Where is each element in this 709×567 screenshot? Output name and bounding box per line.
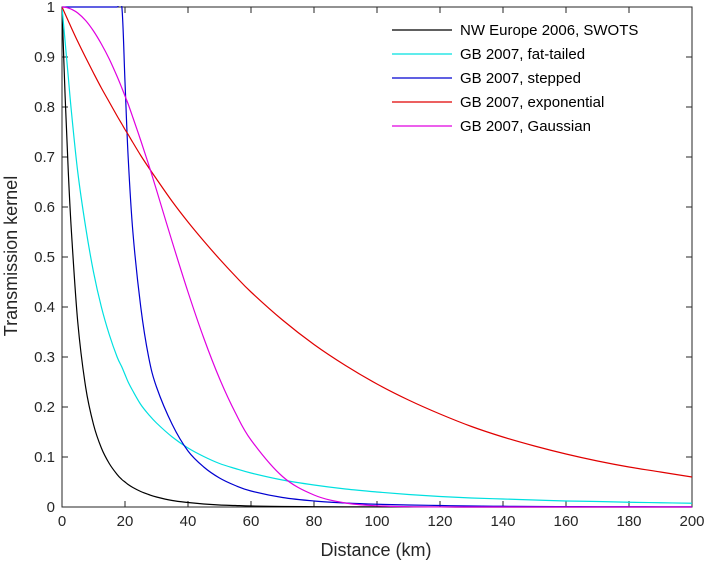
y-tick-label: 0.6 bbox=[34, 199, 55, 216]
y-tick-label: 0 bbox=[47, 499, 55, 516]
x-tick-label: 20 bbox=[117, 513, 134, 530]
y-tick-label: 1 bbox=[47, 0, 55, 16]
y-tick-label: 0.4 bbox=[34, 299, 55, 316]
series-line-5 bbox=[62, 6, 692, 508]
plot-area: 0 20 40 60 80 100 120 140 160 180 200 0 0.1 0.2 0.3 0.4… bbox=[34, 0, 704, 530]
y-tick-label: 0.1 bbox=[34, 449, 55, 466]
x-tick-label: 0 bbox=[58, 513, 66, 530]
x-tick-label: 140 bbox=[490, 513, 515, 530]
x-tick-label: 40 bbox=[180, 513, 197, 530]
series-line-3 bbox=[62, 6, 692, 508]
x-axis-label: Distance (km) bbox=[320, 540, 431, 560]
legend-entry-1: NW Europe 2006, SWOTS bbox=[460, 22, 638, 39]
y-tick-label: 0.3 bbox=[34, 349, 55, 366]
x-tick-label: 200 bbox=[679, 513, 704, 530]
y-tick-label: 0.8 bbox=[34, 99, 55, 116]
legend-entry-2: GB 2007, fat-tailed bbox=[460, 46, 585, 63]
y-tick-label: 0.9 bbox=[34, 49, 55, 66]
x-tick-label: 180 bbox=[616, 513, 641, 530]
legend-entry-4: GB 2007, exponential bbox=[460, 94, 604, 111]
series-line-4 bbox=[62, 6, 692, 478]
x-tick-label: 60 bbox=[243, 513, 260, 530]
y-tick-label: 0.2 bbox=[34, 399, 55, 416]
x-tick-label: 100 bbox=[364, 513, 389, 530]
y-tick-label: 0.5 bbox=[34, 249, 55, 266]
x-tick-label: 120 bbox=[427, 513, 452, 530]
series-line-2 bbox=[62, 6, 692, 504]
y-axis-label: Transmission kernel bbox=[1, 176, 21, 336]
x-tick-label: 80 bbox=[306, 513, 323, 530]
legend-entry-5: GB 2007, Gaussian bbox=[460, 118, 591, 135]
y-tick-label: 0.7 bbox=[34, 149, 55, 166]
x-tick-label: 160 bbox=[553, 513, 578, 530]
legend-entry-3: GB 2007, stepped bbox=[460, 70, 581, 87]
